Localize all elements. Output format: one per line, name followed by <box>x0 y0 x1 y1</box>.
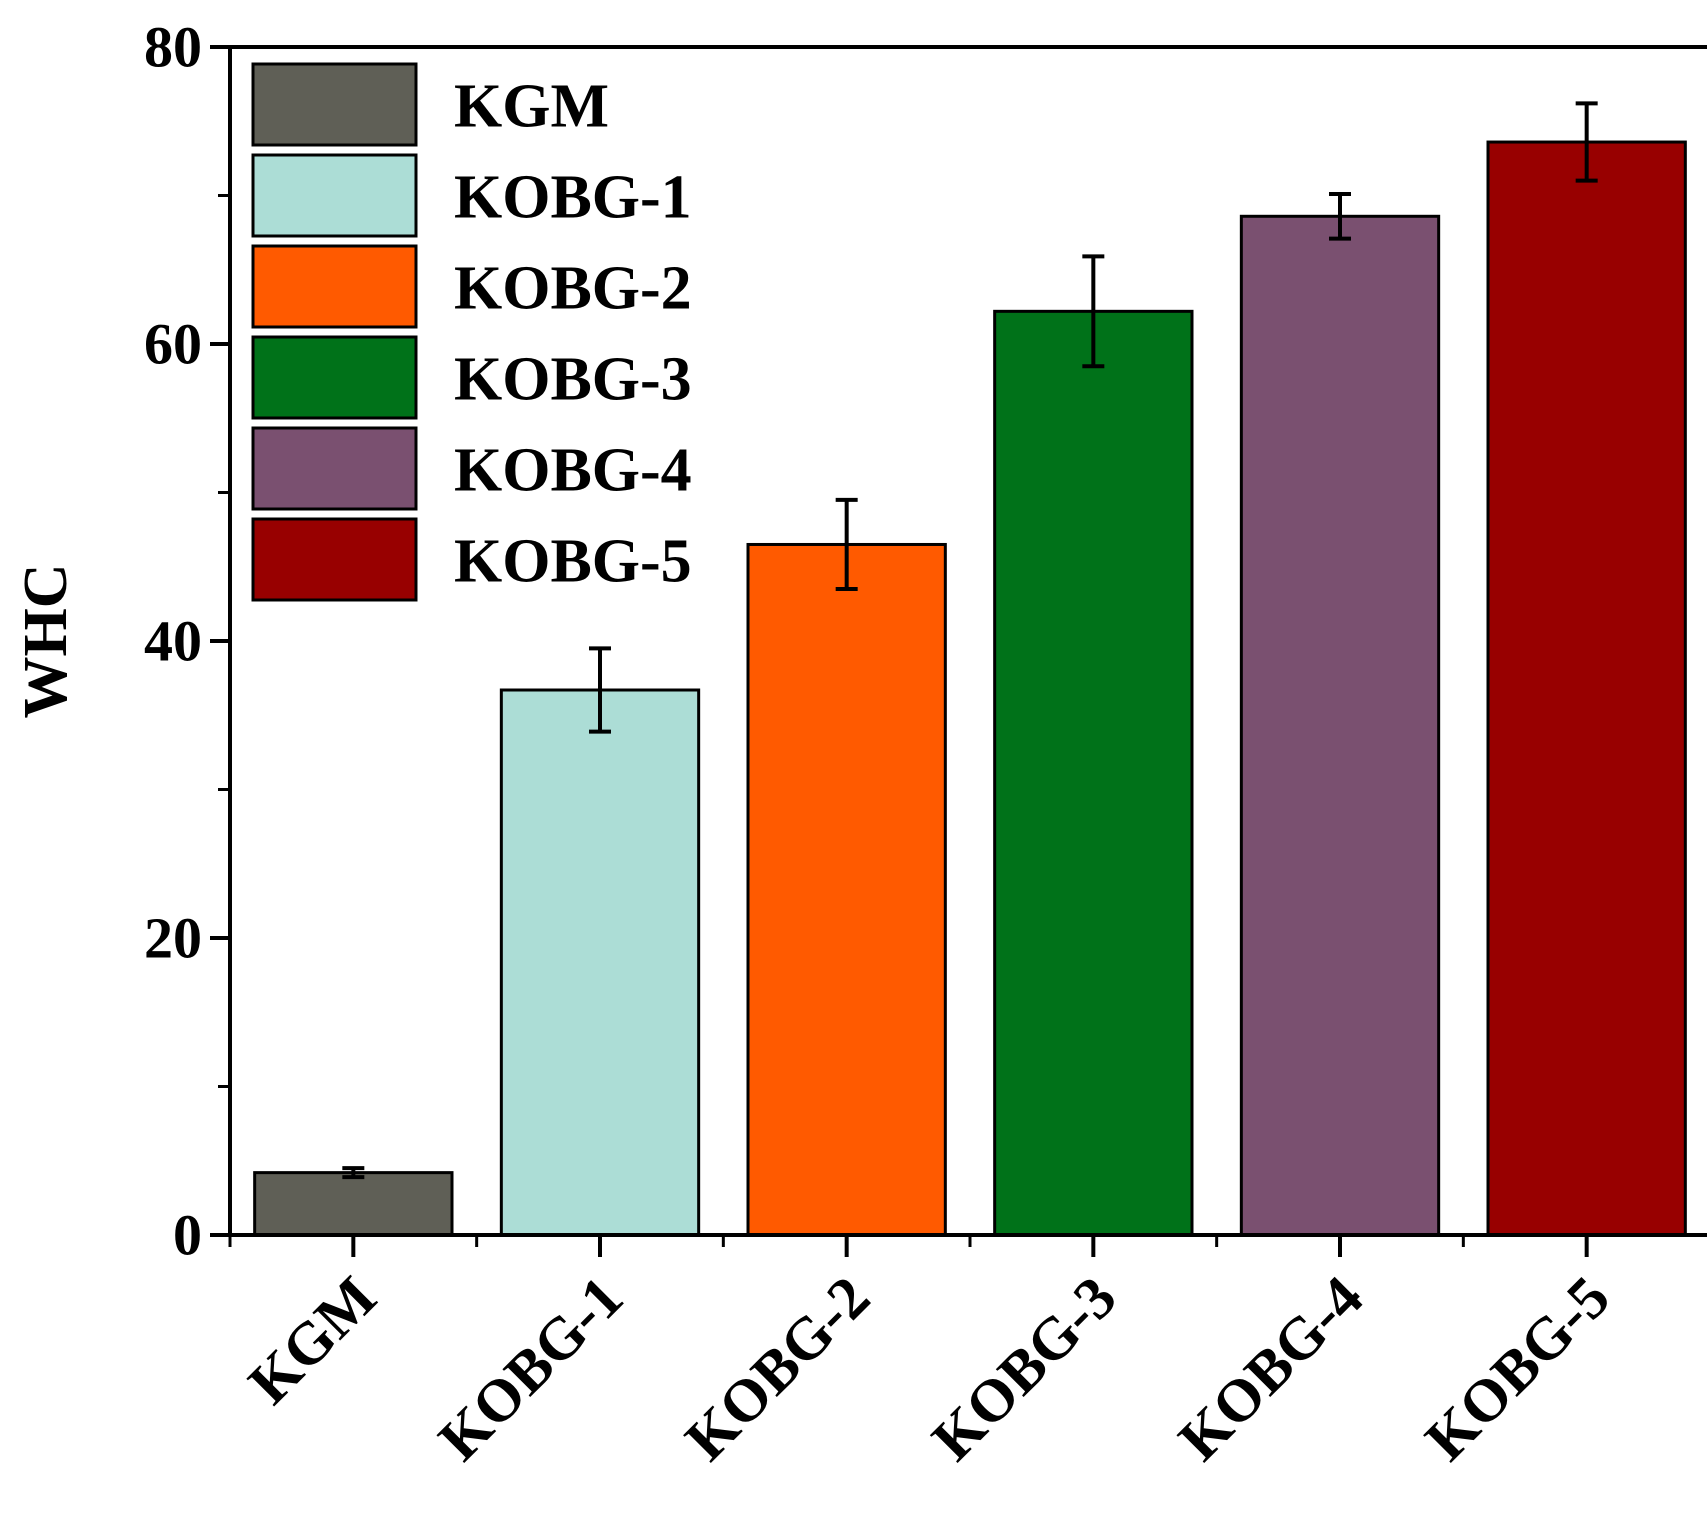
legend-label: KOBG-3 <box>454 346 692 414</box>
plot-frame <box>228 45 1707 1237</box>
error-bar-kobg-3 <box>1082 254 1105 369</box>
legend-entry-kobg-5: KOBG-5 <box>251 517 692 602</box>
legend-entry-kobg-4: KOBG-4 <box>251 426 692 511</box>
legend: KGM KOBG-1 KOBG-2 KOBG-3 KOBG-4 KOBG-5 <box>251 62 692 602</box>
legend-swatch <box>251 426 418 511</box>
y-tick-label: 80 <box>144 15 202 80</box>
x-tick-label-kobg-2: KOBG-2 <box>673 1264 882 1473</box>
legend-entry-kobg-3: KOBG-3 <box>251 335 692 420</box>
y-tick-label: 40 <box>144 609 202 674</box>
legend-entry-kobg-2: KOBG-2 <box>251 244 692 329</box>
legend-swatch <box>251 153 418 238</box>
legend-label: KGM <box>454 73 609 141</box>
legend-swatch <box>251 335 418 420</box>
legend-label: KOBG-1 <box>454 164 692 232</box>
legend-label: KOBG-4 <box>454 437 692 505</box>
legend-entry-kobg-1: KOBG-1 <box>251 153 692 238</box>
x-axis: KGM KOBG-1 KOBG-2 KOBG-3 KOBG-4 KOBG-5 <box>228 1235 1622 1473</box>
bar-kobg-5 <box>1486 140 1687 1237</box>
y-axis: 0 20 40 60 80 <box>144 15 230 1268</box>
bars-layer <box>253 140 1687 1237</box>
error-bar-kobg-1 <box>589 646 611 734</box>
y-tick-label: 20 <box>144 906 202 971</box>
legend-label: KOBG-2 <box>454 255 692 323</box>
bar-kobg-4 <box>1239 214 1441 1237</box>
legend-swatch <box>251 244 418 329</box>
x-tick-label-kobg-1: KOBG-1 <box>426 1264 635 1473</box>
legend-entry-kgm: KGM <box>251 62 609 147</box>
x-tick-label-kobg-5: KOBG-5 <box>1413 1264 1622 1473</box>
legend-swatch <box>251 62 418 147</box>
error-bar-kobg-5 <box>1575 101 1598 183</box>
y-axis-label: WHC <box>12 564 80 719</box>
error-bar-kgm <box>342 1166 365 1180</box>
error-bar-kobg-4 <box>1329 192 1351 241</box>
legend-swatch <box>251 517 418 602</box>
bar-kobg-2 <box>746 542 947 1237</box>
legend-label: KOBG-5 <box>454 528 692 596</box>
bar-kobg-1 <box>499 688 701 1237</box>
y-tick-label: 60 <box>144 312 202 377</box>
x-tick-label-kobg-4: KOBG-4 <box>1166 1264 1375 1473</box>
bar-kobg-3 <box>993 309 1194 1237</box>
error-bars-layer <box>342 101 1598 1180</box>
error-bar-kobg-2 <box>835 497 858 592</box>
bar-kgm <box>253 1171 454 1237</box>
y-tick-label: 0 <box>173 1203 202 1268</box>
x-tick-label-kgm: KGM <box>236 1264 389 1417</box>
x-tick-label-kobg-3: KOBG-3 <box>919 1264 1128 1473</box>
